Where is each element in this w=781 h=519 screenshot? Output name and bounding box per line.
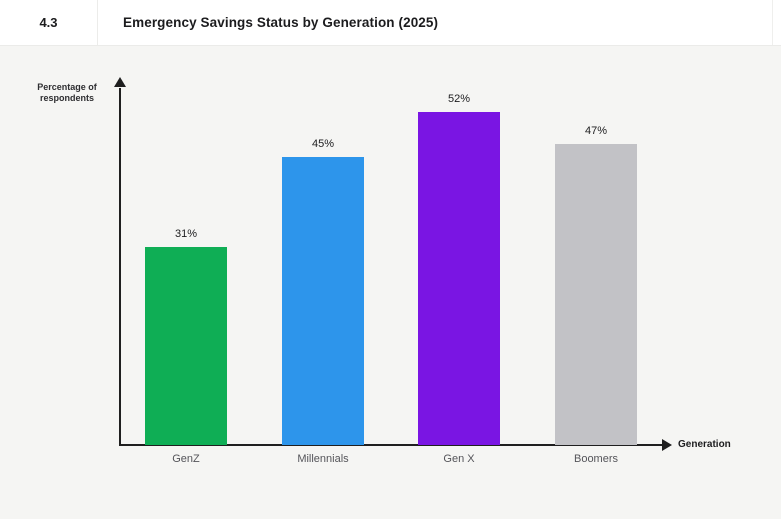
header-divider xyxy=(97,0,98,45)
x-axis-arrow-icon xyxy=(662,439,672,451)
y-axis-arrow-icon xyxy=(114,77,126,87)
bar-boomers xyxy=(555,144,637,445)
figure-header: 4.3 Emergency Savings Status by Generati… xyxy=(0,0,781,46)
bar-millennials xyxy=(282,157,364,445)
y-axis-title-line2: respondents xyxy=(39,93,94,103)
x-axis xyxy=(119,444,664,446)
x-axis-title: Generation xyxy=(678,439,731,450)
y-axis-title-line1: Percentage of xyxy=(37,82,97,92)
figure-title: Emergency Savings Status by Generation (… xyxy=(123,15,439,30)
bar-value-label: 52% xyxy=(447,93,471,105)
bar-category-label: Boomers xyxy=(573,453,619,465)
y-axis-title: Percentage of respondents xyxy=(28,82,106,104)
y-axis xyxy=(119,88,121,445)
figure-number: 4.3 xyxy=(39,15,58,30)
bar-value-label: 31% xyxy=(174,228,198,240)
bar-chart: Percentage of respondents Generation 31%… xyxy=(0,46,781,519)
bar-category-label: GenZ xyxy=(172,453,200,465)
header-right-divider xyxy=(772,0,773,45)
bar-value-label: 47% xyxy=(584,125,608,137)
bar-category-label: Millennials xyxy=(297,453,349,465)
bar-category-label: Gen X xyxy=(443,453,475,465)
bar-genz xyxy=(145,247,227,445)
bar-gen-x xyxy=(418,112,500,445)
bar-value-label: 45% xyxy=(311,138,335,150)
